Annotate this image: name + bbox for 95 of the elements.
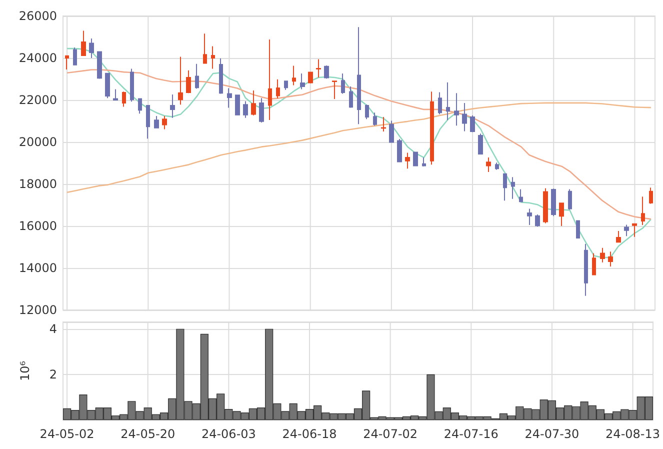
candlestick (568, 188, 572, 210)
y-tick-label: 12000 (18, 303, 57, 317)
candlestick (316, 58, 321, 78)
x-tick-label: 24-07-02 (363, 427, 418, 441)
candlestick (308, 72, 313, 84)
x-tick-label: 24-06-18 (282, 427, 337, 441)
candlestick (186, 70, 191, 94)
y-axis-title: 10⁶ (18, 360, 32, 382)
y-tick-label: 16000 (18, 219, 57, 233)
candlestick (89, 38, 94, 58)
line-series (66, 69, 652, 220)
y-tick-label: 26000 (18, 9, 57, 23)
candlestick (300, 73, 305, 90)
candlestick (251, 90, 256, 116)
candlestick (349, 86, 353, 108)
candlestick (397, 138, 402, 163)
candlestick (559, 202, 564, 226)
candlestick (616, 230, 621, 243)
candlestick (122, 91, 126, 108)
candlestick (365, 104, 369, 120)
line-series (66, 102, 652, 194)
candlestick (146, 104, 150, 140)
y-tick-label: 18000 (18, 177, 57, 191)
candlestick (535, 214, 540, 228)
candlestick (413, 152, 418, 166)
candlestick (73, 47, 77, 66)
y-tick-label: 14000 (18, 261, 57, 275)
y-tick-label: 20000 (18, 135, 57, 149)
candlestick (389, 120, 394, 143)
candlestick (422, 157, 426, 167)
candlestick (503, 173, 507, 202)
candlestick (211, 46, 215, 70)
candlestick (138, 98, 142, 114)
candlestick (527, 208, 532, 226)
x-tick-label: 24-05-02 (40, 427, 94, 441)
candlestick (486, 157, 491, 173)
candlestick (292, 65, 296, 86)
candlestick (519, 188, 523, 202)
candlestick (235, 94, 240, 116)
candlestick (551, 188, 556, 217)
candlestick (203, 33, 207, 64)
candlestick (438, 92, 442, 115)
x-tick-label: 24-07-16 (444, 427, 498, 441)
y-tick-label: 24000 (18, 51, 57, 65)
candlestick (454, 92, 459, 126)
candlestick (276, 78, 280, 99)
candlestick (462, 102, 467, 132)
candlestick (592, 252, 596, 276)
y-tick-label: 22000 (18, 93, 57, 107)
candlestick (584, 243, 588, 296)
x-tick-label: 24-05-20 (120, 427, 176, 441)
candlestick (381, 116, 386, 132)
candlestick (243, 100, 248, 118)
candlestick (105, 72, 110, 99)
candlestick (268, 39, 272, 120)
candlestick (259, 98, 264, 123)
candlestick (576, 220, 580, 238)
candlestick (178, 56, 183, 106)
y-tick-label: 4 (49, 322, 57, 336)
candlestick (649, 187, 653, 204)
candlestick (284, 80, 288, 90)
x-tick-label: 24-06-03 (201, 427, 256, 441)
x-tick-label: 24-08-13 (606, 427, 660, 441)
candlestick (219, 58, 223, 94)
candlestick (608, 251, 613, 268)
candlestick (624, 224, 629, 237)
y-tick-label: 2 (49, 367, 57, 382)
candlestick (373, 112, 377, 126)
candlestick (641, 196, 645, 226)
candlestick (446, 82, 450, 121)
candlestick (495, 162, 499, 170)
candlestick (543, 188, 548, 224)
candlestick (81, 30, 86, 56)
candlestick (357, 26, 361, 125)
candlestick (162, 115, 167, 130)
candlestick (511, 176, 515, 200)
candlestick (113, 88, 118, 100)
candlestick (195, 63, 199, 90)
candlestick (332, 80, 337, 100)
x-tick-label: 24-07-30 (524, 427, 580, 441)
candlestick (341, 73, 345, 94)
candlestick (170, 94, 175, 118)
candlestick (97, 51, 102, 80)
candlestick (632, 223, 637, 238)
candlestick (130, 68, 134, 102)
candlestick (600, 247, 605, 263)
line-series (66, 48, 652, 258)
candlestick (65, 55, 69, 70)
candlestick (405, 152, 410, 170)
candlestick (430, 91, 434, 166)
candlestick (470, 114, 475, 133)
candlestick (478, 133, 483, 154)
candlestick (227, 88, 232, 108)
candlestick (324, 65, 329, 80)
candlestick (154, 115, 159, 129)
